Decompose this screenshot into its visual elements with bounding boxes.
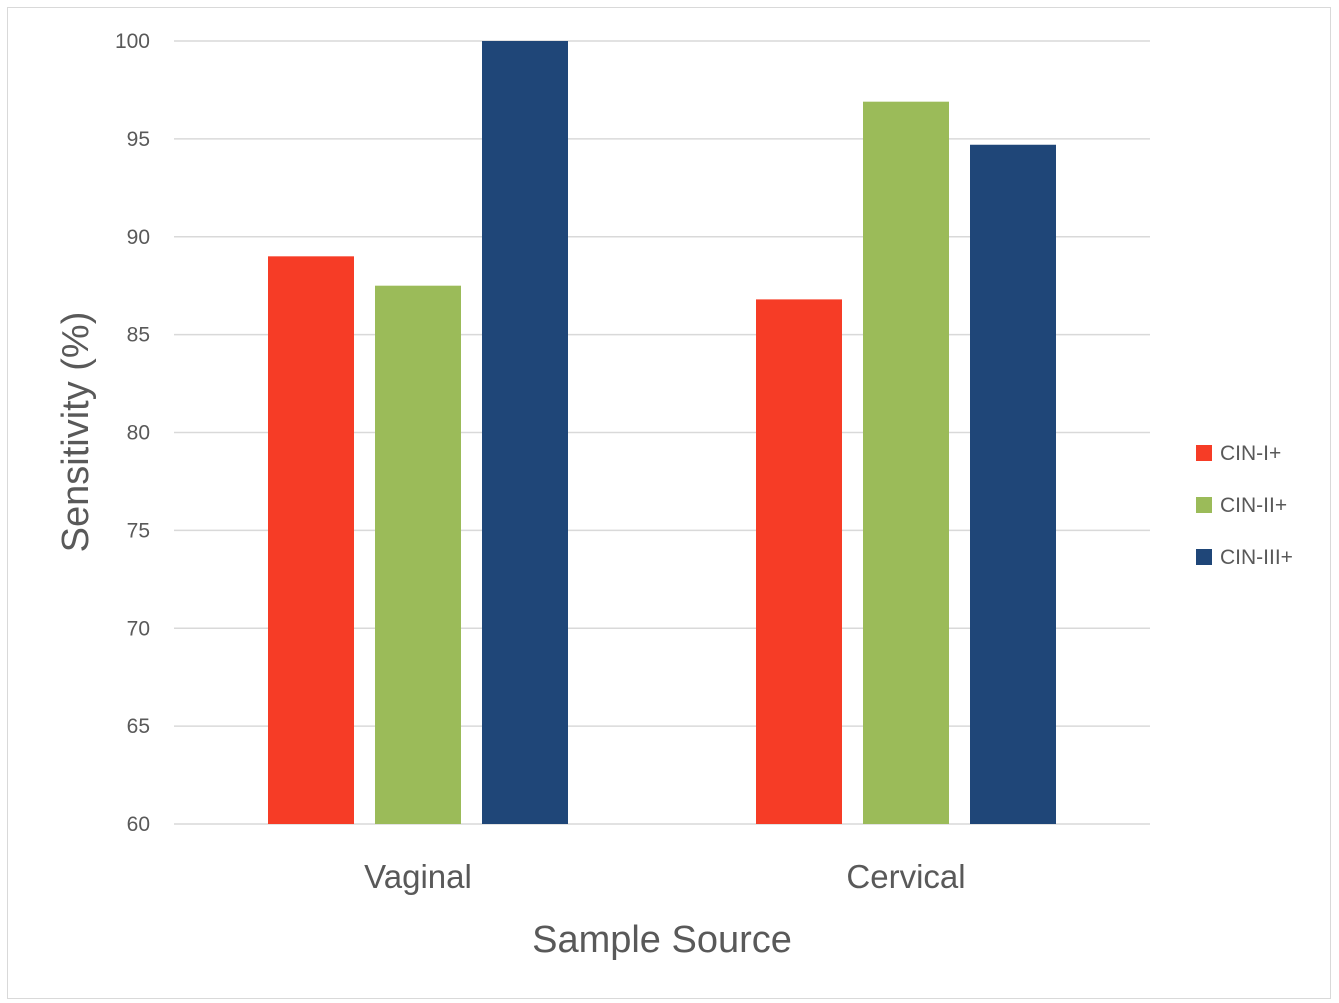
y-axis-title: Sensitivity (%) xyxy=(55,312,97,553)
y-tick-label: 80 xyxy=(127,422,150,445)
legend-swatch xyxy=(1196,549,1212,565)
bars xyxy=(268,41,1056,825)
y-tick-label: 60 xyxy=(127,813,150,836)
bar-CIN-III+-Vaginal xyxy=(482,41,568,824)
legend-swatch xyxy=(1196,497,1212,513)
y-tick-labels: 60 65 70 75 80 85 90 95 100 xyxy=(115,30,150,836)
legend-label: CIN-III+ xyxy=(1220,546,1293,569)
x-category-label: Cervical xyxy=(846,858,965,895)
x-category-labels: Vaginal Cervical xyxy=(364,858,965,895)
chart-frame xyxy=(7,7,1331,999)
y-tick-label: 65 xyxy=(127,715,150,738)
bar-CIN-II+-Cervical xyxy=(863,101,949,825)
x-category-label: Vaginal xyxy=(364,858,472,895)
y-tick-label: 75 xyxy=(127,519,150,542)
legend-label: CIN-I+ xyxy=(1220,442,1281,465)
x-axis-title: Sample Source xyxy=(532,919,792,961)
y-tick-label: 100 xyxy=(115,30,150,53)
y-tick-label: 85 xyxy=(127,324,150,347)
legend-label: CIN-II+ xyxy=(1220,494,1287,517)
legend-swatch xyxy=(1196,445,1212,461)
bar-CIN-II+-Vaginal xyxy=(375,285,461,824)
bar-CIN-I+-Vaginal xyxy=(268,256,354,824)
y-tick-label: 95 xyxy=(127,128,150,151)
legend: CIN-I+ CIN-II+ CIN-III+ xyxy=(1196,442,1293,569)
y-tick-label: 90 xyxy=(127,226,150,249)
bar-CIN-I+-Cervical xyxy=(756,299,842,824)
y-tick-label: 70 xyxy=(127,617,150,640)
bar-CIN-III+-Cervical xyxy=(970,144,1056,824)
